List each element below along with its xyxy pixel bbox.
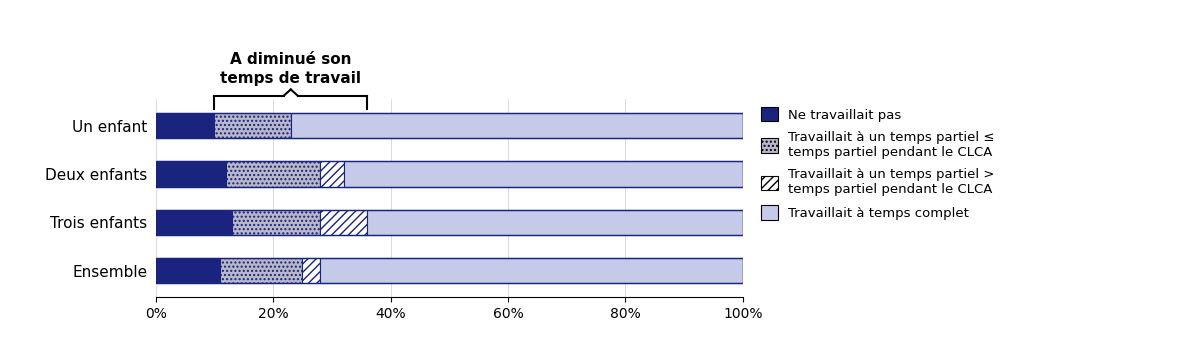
Bar [320,258,743,283]
Bar [302,258,320,283]
Legend: Ne travaillait pas, Travaillait à un temps partiel ≤
temps partiel pendant le CL: Ne travaillait pas, Travaillait à un tem… [755,102,1000,225]
Bar [320,210,367,235]
Bar [156,113,214,138]
Bar [156,258,220,283]
Bar [220,258,302,283]
Bar [344,161,743,187]
Bar [156,113,743,138]
Bar [156,161,226,187]
Bar [214,113,291,138]
Bar [291,113,743,138]
Bar [156,161,743,187]
Bar [320,161,344,187]
Bar [156,210,232,235]
Bar [232,210,320,235]
Bar [156,258,743,283]
Text: A diminué son
temps de travail: A diminué son temps de travail [220,52,362,86]
Bar [226,161,320,187]
Bar [156,210,743,235]
Bar [367,210,743,235]
